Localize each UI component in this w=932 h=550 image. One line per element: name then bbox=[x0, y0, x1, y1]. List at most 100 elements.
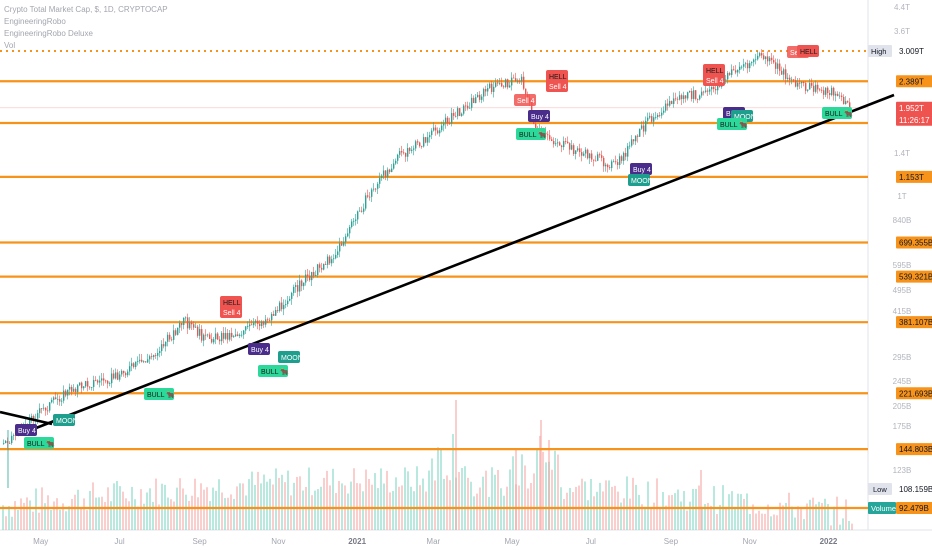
candle-body bbox=[87, 381, 89, 387]
signal-hell[interactable]: HELL Sell 4 bbox=[220, 296, 242, 318]
candle-body bbox=[187, 317, 189, 329]
volume-bar bbox=[851, 523, 853, 530]
volume-bar bbox=[800, 508, 802, 530]
candle-body bbox=[29, 419, 31, 427]
volume-bar bbox=[218, 479, 220, 530]
volume-bar bbox=[260, 483, 262, 530]
volume-bar bbox=[416, 466, 418, 530]
signal-hell[interactable]: HELL bbox=[797, 45, 819, 57]
signal-hell[interactable]: HELL Sell 4 bbox=[703, 64, 725, 86]
candle-body bbox=[259, 323, 261, 327]
volume-bar bbox=[146, 492, 148, 530]
candle-body bbox=[709, 89, 711, 92]
volume-bar bbox=[470, 481, 472, 530]
level-price-tag: 92.479B bbox=[899, 504, 929, 513]
candle-body bbox=[509, 85, 511, 88]
candle-body bbox=[815, 84, 817, 92]
volume-bar bbox=[818, 501, 820, 530]
signal-buy-4[interactable]: Buy 4 bbox=[630, 163, 652, 175]
candle-body bbox=[703, 91, 705, 93]
volume-bar bbox=[413, 491, 415, 530]
signal-bull[interactable]: BULL 🐂 bbox=[144, 388, 175, 400]
trendline[interactable] bbox=[0, 410, 53, 426]
indicator-legend-3[interactable]: Vol bbox=[4, 41, 16, 50]
volume-bar bbox=[716, 514, 718, 530]
candle-body bbox=[495, 82, 497, 87]
candle-body bbox=[309, 275, 311, 281]
volume-bar bbox=[182, 488, 184, 530]
candle-body bbox=[725, 79, 727, 81]
signal-moon[interactable]: MOON bbox=[53, 414, 78, 426]
indicator-legend-2[interactable]: EngineeringRobo Deluxe bbox=[4, 29, 93, 38]
signal-moon[interactable]: MOON bbox=[628, 174, 653, 186]
signal-hell[interactable]: HELL Sell 4 bbox=[546, 70, 568, 92]
countdown-timer: 11:26:17 bbox=[899, 116, 930, 125]
volume-bar bbox=[59, 509, 61, 530]
volume-bar bbox=[632, 477, 634, 530]
candle-body bbox=[59, 399, 61, 402]
candle-body bbox=[553, 140, 555, 145]
signal-bull[interactable]: BULL 🐂 bbox=[516, 128, 547, 140]
candle-body bbox=[511, 77, 513, 86]
volume-bar bbox=[686, 510, 688, 530]
candle-body bbox=[255, 320, 257, 323]
volume-bar bbox=[347, 493, 349, 530]
volume-bar bbox=[599, 482, 601, 530]
volume-bar bbox=[653, 502, 655, 530]
candle-body bbox=[183, 317, 185, 326]
candle-body bbox=[787, 77, 789, 79]
candle-body bbox=[663, 110, 665, 113]
symbol-title[interactable]: Crypto Total Market Cap, $, 1D, CRYPTOCA… bbox=[4, 5, 168, 14]
volume-bar bbox=[608, 480, 610, 530]
candle-body bbox=[63, 390, 65, 401]
signal-moon[interactable]: MOON bbox=[278, 351, 303, 363]
candle-body bbox=[13, 435, 15, 436]
signal-bull[interactable]: BULL 🐂 bbox=[717, 118, 748, 130]
volume-bar bbox=[323, 477, 325, 530]
candle-body bbox=[143, 361, 145, 363]
trendline[interactable] bbox=[17, 93, 895, 437]
signal-sell-4[interactable]: Sell 4 bbox=[514, 94, 536, 106]
signal-bull[interactable]: BULL 🐂 bbox=[822, 107, 853, 119]
volume-bar bbox=[650, 507, 652, 530]
candle-body bbox=[777, 63, 779, 69]
candle-body bbox=[707, 90, 709, 92]
candle-body bbox=[159, 351, 161, 353]
candle-body bbox=[573, 145, 575, 155]
signal-buy-4[interactable]: Buy 4 bbox=[15, 424, 37, 436]
low-label: Low bbox=[873, 485, 887, 494]
signal-buy-4[interactable]: Buy 4 bbox=[248, 343, 270, 355]
signal-bull[interactable]: BULL 🐂 bbox=[258, 365, 289, 377]
candle-body bbox=[585, 149, 587, 154]
candle-body bbox=[515, 78, 517, 82]
candle-body bbox=[329, 256, 331, 264]
candle-body bbox=[717, 84, 719, 91]
x-tick-label: Sep bbox=[664, 537, 679, 546]
candle-body bbox=[793, 79, 795, 81]
signal-label: HELL bbox=[706, 68, 724, 75]
volume-bar bbox=[395, 477, 397, 530]
candle-body bbox=[89, 386, 91, 388]
signal-badge-bg bbox=[703, 64, 725, 86]
candle-body bbox=[49, 402, 51, 411]
candle-body bbox=[373, 188, 375, 190]
candle-body bbox=[681, 95, 683, 100]
candle-body bbox=[195, 326, 197, 328]
volume-bar bbox=[98, 497, 100, 530]
candle-body bbox=[531, 102, 533, 114]
signal-badge-bg bbox=[546, 70, 568, 92]
x-tick-label: Nov bbox=[743, 537, 757, 546]
volume-bar bbox=[422, 478, 424, 530]
volume-bar bbox=[95, 497, 97, 530]
indicator-legend-1[interactable]: EngineeringRobo bbox=[4, 17, 66, 26]
volume-bar bbox=[86, 510, 88, 530]
volume-bar bbox=[689, 501, 691, 530]
signal-badge-bg bbox=[516, 128, 546, 140]
candle-body bbox=[305, 274, 307, 283]
signal-buy-4[interactable]: Buy 4 bbox=[528, 110, 550, 122]
signal-bull[interactable]: BULL 🐂 bbox=[24, 437, 55, 449]
volume-bar bbox=[266, 481, 268, 530]
candle-body bbox=[331, 259, 333, 264]
